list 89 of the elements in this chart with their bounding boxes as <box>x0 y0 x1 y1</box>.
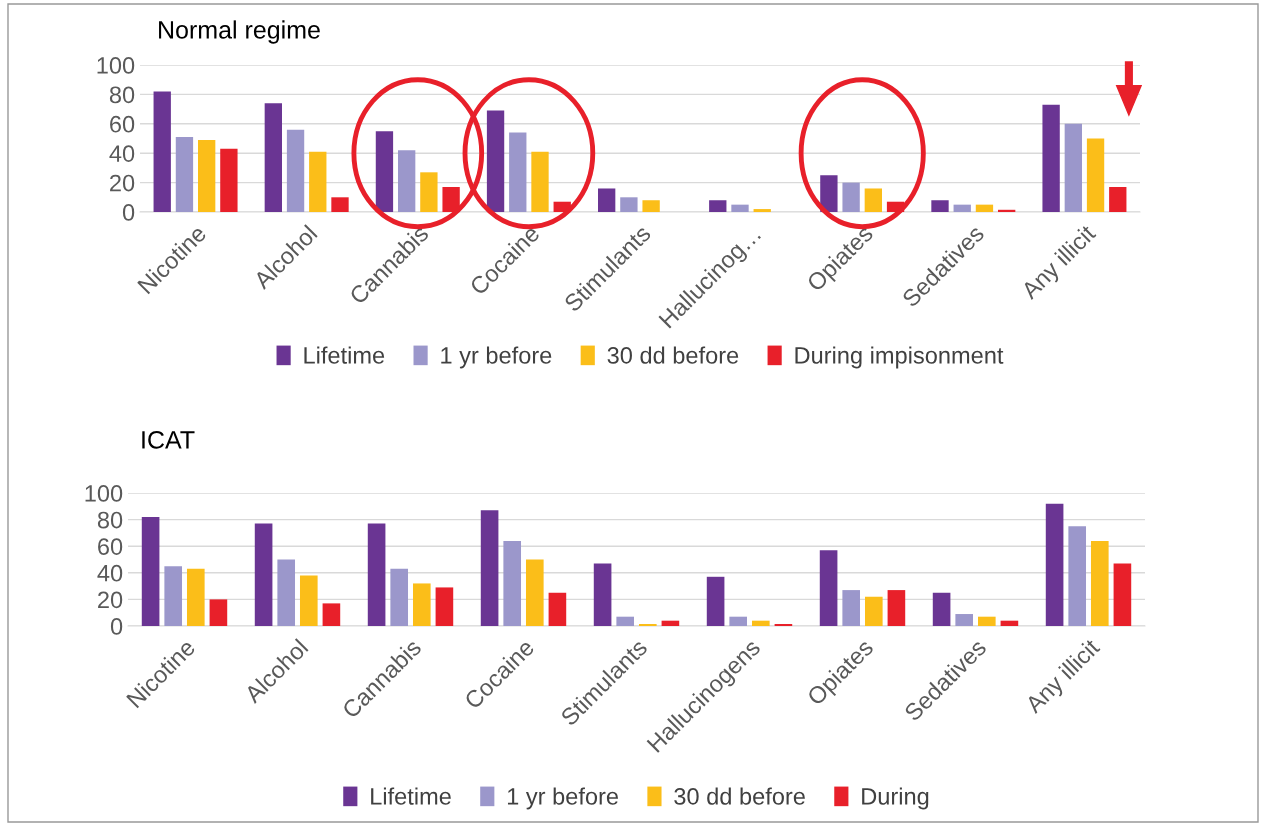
legend-label: 30 dd before <box>674 787 805 805</box>
bar <box>309 151 327 212</box>
bar <box>931 200 949 212</box>
bar <box>706 576 725 626</box>
y-tick-label: 60 <box>98 538 123 555</box>
bar <box>864 596 883 626</box>
bar <box>153 91 171 212</box>
bar <box>331 197 349 212</box>
y-tick-label: 0 <box>122 204 135 221</box>
bar <box>1090 540 1109 626</box>
bar <box>264 103 282 212</box>
bar <box>442 187 460 212</box>
y-tick-label: 80 <box>109 86 135 104</box>
bar <box>1109 187 1127 212</box>
legend-label: During impisonment <box>795 346 1004 369</box>
bar <box>598 188 616 212</box>
bar <box>398 150 416 212</box>
bar <box>819 550 838 626</box>
bar <box>1086 138 1105 212</box>
bar <box>299 575 318 626</box>
bar <box>753 209 771 212</box>
bar <box>642 200 660 212</box>
bar <box>435 587 454 626</box>
bar <box>709 200 727 212</box>
bar <box>503 540 522 626</box>
bar <box>322 603 341 626</box>
bar <box>531 151 549 212</box>
y-tick-label: 0 <box>110 618 123 635</box>
bar <box>1113 563 1132 626</box>
bar <box>1068 526 1087 626</box>
bar <box>1045 503 1064 626</box>
x-tick-label: Any illicit <box>1023 637 1104 718</box>
y-tick-label: 20 <box>98 591 123 609</box>
bar <box>661 620 680 626</box>
bar <box>286 129 305 212</box>
bar <box>977 616 996 626</box>
bar <box>729 616 748 626</box>
bar <box>548 592 567 626</box>
legend-label: 30 dd before <box>607 346 739 364</box>
bar <box>820 175 838 212</box>
bar <box>864 188 882 212</box>
bar <box>175 137 194 212</box>
bar <box>620 197 638 212</box>
legend-label: 1 yr before <box>507 787 618 810</box>
bar <box>842 182 860 212</box>
y-tick-label: 80 <box>97 511 123 529</box>
chart-title: ICAT <box>142 431 195 449</box>
bar <box>887 590 906 626</box>
bar <box>367 523 386 626</box>
bar <box>593 563 612 626</box>
bar <box>375 131 394 212</box>
bar <box>412 583 431 626</box>
bar <box>420 172 438 212</box>
bar <box>141 516 160 626</box>
bar <box>955 614 974 626</box>
bar <box>198 139 216 212</box>
legend-label: Lifetime <box>304 346 385 364</box>
chart-title: Normal regime <box>159 20 320 44</box>
bar <box>277 559 296 626</box>
bar <box>186 568 205 626</box>
y-tick-label: 20 <box>110 174 135 192</box>
bar <box>751 620 770 626</box>
bar <box>220 148 238 212</box>
bar <box>209 599 228 626</box>
bar <box>509 132 527 212</box>
bar <box>616 616 635 626</box>
bar <box>975 204 994 212</box>
bar <box>1042 104 1060 212</box>
legend-label: 1 yr before <box>441 346 552 369</box>
bar <box>731 204 749 212</box>
bar <box>480 510 499 626</box>
y-tick-label: 100 <box>85 485 123 502</box>
bar <box>486 110 505 212</box>
y-tick-label: 40 <box>109 145 135 162</box>
legend-label: During <box>862 787 929 810</box>
bar <box>842 590 861 626</box>
bar <box>390 568 409 626</box>
legend-label: Lifetime <box>371 787 451 805</box>
y-tick-label: 60 <box>110 115 135 133</box>
bar <box>525 559 544 626</box>
bar <box>953 204 971 212</box>
y-tick-label: 40 <box>97 564 123 582</box>
bar <box>1064 123 1082 212</box>
bar <box>254 523 273 626</box>
bar <box>1000 620 1019 626</box>
x-tick-label: Any illicit <box>1019 223 1100 304</box>
bar <box>932 592 951 626</box>
y-tick-label: 100 <box>97 57 135 74</box>
bar <box>164 566 183 626</box>
